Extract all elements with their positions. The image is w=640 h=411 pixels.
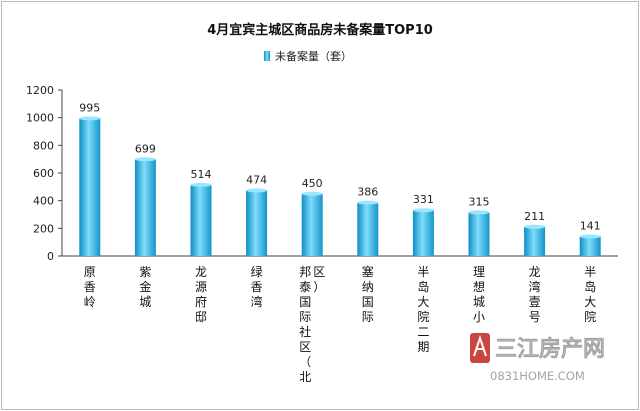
data-label: 386 xyxy=(357,186,378,199)
bar-cap xyxy=(412,208,434,213)
y-tick-label: 1200 xyxy=(26,84,54,97)
data-label: 699 xyxy=(135,142,156,155)
watermark-logo: 三江房产网 0831HOME.COM xyxy=(470,333,605,383)
bar xyxy=(468,212,490,256)
legend-swatch xyxy=(264,51,270,61)
watermark-brand: 三江房产网 xyxy=(495,336,605,362)
x-tick-label: 邦泰国际社区（北区） xyxy=(299,265,325,384)
bar xyxy=(301,193,323,256)
data-label: 995 xyxy=(79,101,100,114)
x-tick-label: 龙源府邸 xyxy=(195,265,207,324)
bar-cap xyxy=(246,188,268,193)
legend-label: 未备案量（套） xyxy=(275,49,352,63)
x-tick-label: 原香岭 xyxy=(84,265,96,309)
data-label: 315 xyxy=(469,195,490,208)
bar-cap xyxy=(301,191,323,196)
bar-cap xyxy=(79,116,101,121)
data-label: 331 xyxy=(413,193,434,206)
watermark-emblem-mark xyxy=(473,334,487,357)
bar-cap xyxy=(134,157,156,162)
x-tick-label: 半岛大院 xyxy=(584,265,596,324)
x-tick-label: 龙湾壹号 xyxy=(529,265,541,324)
bar xyxy=(79,118,101,256)
y-tick-label: 800 xyxy=(33,139,54,152)
chart-title: 4月宜宾主城区商品房未备案量TOP10 xyxy=(207,22,433,38)
bar xyxy=(524,226,546,256)
x-tick-label: 紫金城 xyxy=(139,265,151,309)
bars xyxy=(79,116,601,256)
bar xyxy=(246,190,268,256)
x-tick-label: 理想城小 xyxy=(473,265,485,324)
data-label: 514 xyxy=(191,168,212,181)
x-tick-label: 塞纳国际 xyxy=(362,264,374,324)
y-tick-label: 0 xyxy=(47,250,54,263)
x-tick-label: 半岛大院二期 xyxy=(417,265,429,354)
y-tick-label: 600 xyxy=(33,167,54,180)
data-label: 211 xyxy=(524,210,545,223)
bar xyxy=(412,210,434,256)
x-tick-label: 绿香湾 xyxy=(251,264,263,309)
bar-cap xyxy=(190,182,212,187)
data-label: 141 xyxy=(580,219,601,232)
value-labels: 995 699 514 474 450 386 331 315 211 141 xyxy=(79,101,600,232)
y-tick-label: 400 xyxy=(33,195,54,208)
y-tick-label: 200 xyxy=(33,222,54,235)
data-label: 474 xyxy=(246,173,267,186)
bar-cap xyxy=(468,210,490,215)
bar xyxy=(190,184,212,256)
bar-cap xyxy=(357,200,379,205)
watermark-url: 0831HOME.COM xyxy=(490,369,585,383)
legend: 未备案量（套） xyxy=(264,49,352,63)
bar xyxy=(134,159,156,256)
y-tick-label: 1000 xyxy=(26,112,54,125)
bar xyxy=(357,202,379,256)
bar-cap xyxy=(524,224,546,229)
data-label: 450 xyxy=(302,177,323,190)
bar-cap xyxy=(579,234,601,239)
bar xyxy=(579,236,601,256)
x-tick-labels: 原香岭 紫金城 龙源府邸 绿香湾 邦泰国际社区（北区） 塞纳国际 半岛大院二期 理想城小 龙湾壹… xyxy=(84,264,596,384)
